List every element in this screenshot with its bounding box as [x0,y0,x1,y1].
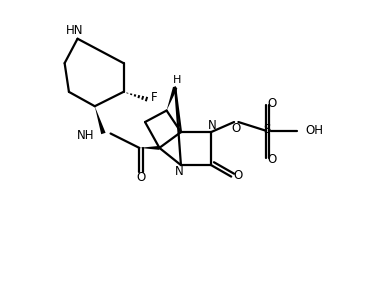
Polygon shape [95,106,105,134]
Text: OH: OH [305,124,323,137]
Text: N: N [208,119,217,132]
Polygon shape [167,87,177,110]
Text: O: O [233,169,242,182]
Text: HN: HN [66,23,83,37]
Text: O: O [136,171,146,184]
Text: O: O [231,122,240,135]
Text: O: O [267,97,277,110]
Text: N: N [175,165,184,178]
Text: S: S [263,123,270,136]
Text: F: F [151,91,158,104]
Text: O: O [267,153,277,166]
Text: NH: NH [77,129,95,142]
Text: H: H [172,75,181,85]
Polygon shape [139,146,159,150]
